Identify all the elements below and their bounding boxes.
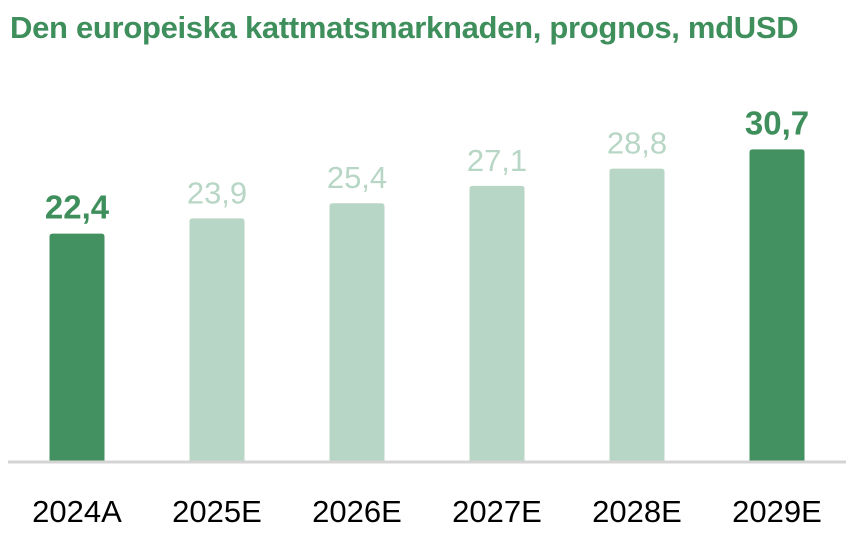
category-label-2025E: 2025E bbox=[172, 494, 262, 529]
bar-2025E bbox=[189, 218, 245, 461]
value-label-2027E: 27,1 bbox=[467, 143, 527, 178]
value-label-2026E: 25,4 bbox=[327, 160, 387, 195]
value-label-2024A: 22,4 bbox=[45, 189, 110, 226]
value-labels-layer: 22,4 23,9 25,4 27,1 28,8 30,7 bbox=[45, 104, 809, 225]
bars-layer bbox=[49, 149, 805, 461]
value-label-2028E: 28,8 bbox=[607, 126, 667, 161]
category-label-2024A: 2024A bbox=[32, 494, 122, 529]
bar-2027E bbox=[469, 185, 525, 461]
category-label-2027E: 2027E bbox=[452, 494, 542, 529]
category-label-2029E: 2029E bbox=[732, 494, 822, 529]
bar-2029E bbox=[749, 149, 805, 461]
value-label-2029E: 30,7 bbox=[745, 104, 809, 141]
category-label-2026E: 2026E bbox=[312, 494, 402, 529]
bar-2028E bbox=[609, 168, 665, 461]
chart-title: Den europeiska kattmatsmarknaden, progno… bbox=[10, 10, 799, 45]
category-labels-layer: 2024A 2025E 2026E 2027E 2028E 2029E bbox=[32, 494, 822, 529]
bar-2026E bbox=[329, 203, 385, 461]
bar-2024A bbox=[49, 233, 105, 461]
category-label-2028E: 2028E bbox=[592, 494, 682, 529]
value-label-2025E: 23,9 bbox=[187, 175, 247, 210]
